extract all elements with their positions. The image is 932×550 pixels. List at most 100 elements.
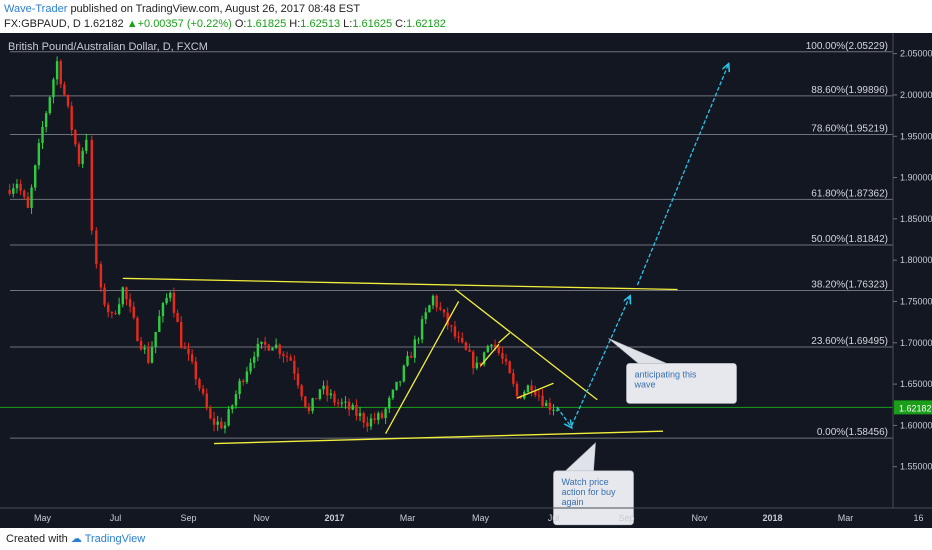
candle-body <box>340 402 343 404</box>
close-label: C: <box>395 18 407 30</box>
candle-body <box>150 347 154 363</box>
candle-body <box>132 306 135 318</box>
candle-body <box>165 297 168 304</box>
candle-body <box>183 347 187 349</box>
candle-body <box>205 393 208 409</box>
callout-text: action for buy <box>562 487 617 497</box>
candle-body <box>384 408 387 419</box>
trendline <box>385 301 460 434</box>
candle-body <box>209 408 212 419</box>
candle-body <box>41 126 44 144</box>
published-text: published on TradingView.com, August 26,… <box>70 3 361 15</box>
candle-body <box>158 316 161 332</box>
price-chart-svg[interactable]: 100.00%(2.05229) 88.60%(1.99896) 78.60%(1.… <box>0 33 932 528</box>
trendline <box>214 430 664 445</box>
candle-body <box>201 388 205 394</box>
candle-body <box>63 84 66 95</box>
trendline <box>516 382 554 399</box>
candle-body <box>77 144 81 164</box>
candle-body <box>220 421 223 429</box>
candle-body <box>103 287 106 305</box>
candle-body <box>504 358 508 362</box>
candle-body <box>234 394 238 406</box>
candle-body <box>475 362 479 369</box>
candle-body <box>468 349 471 352</box>
candle-body <box>121 287 124 305</box>
candle-body <box>194 361 197 380</box>
chart-area[interactable]: 100.00%(2.05229) 88.60%(1.99896) 78.60%(1.… <box>0 33 932 528</box>
low-value: 1.61625 <box>352 18 393 30</box>
candle-body <box>450 325 453 327</box>
price-tick-label: 2.00000 <box>900 90 932 100</box>
candle-body <box>420 319 424 340</box>
open-value: 1.61825 <box>246 18 287 30</box>
candle-body <box>355 405 358 416</box>
candle-body <box>110 311 114 314</box>
time-tick-label: May <box>34 513 52 523</box>
candle-body <box>555 409 559 411</box>
candle-body <box>358 413 362 416</box>
candle-body <box>329 393 333 396</box>
time-tick-label: Jul <box>110 513 122 523</box>
candle-body <box>369 418 373 427</box>
time-tick-label: 2018 <box>762 513 782 523</box>
candle-body <box>366 422 369 427</box>
candle-body <box>406 355 409 366</box>
created-with: Created with ☁ TradingView <box>6 532 145 545</box>
candles <box>8 56 559 434</box>
candle-body <box>380 413 384 419</box>
candle-body <box>90 139 93 231</box>
candle-body <box>336 402 340 404</box>
candle-body <box>161 303 165 317</box>
candle-body <box>12 188 15 194</box>
tradingview-brand[interactable]: TradingView <box>84 533 146 545</box>
candle-body <box>497 346 500 353</box>
time-tick-label: May <box>472 513 490 523</box>
trendline <box>122 277 678 291</box>
author-link[interactable]: Wave-Trader <box>4 3 68 15</box>
fib-level-label: 23.60%(1.69495) <box>811 336 888 347</box>
candle-body <box>347 401 351 410</box>
close-value: 1.62182 <box>406 18 446 30</box>
price-tick-label: 1.60000 <box>900 420 932 430</box>
candle-body <box>81 150 84 164</box>
candle-body <box>74 130 77 145</box>
time-tick-label: 16 <box>913 513 923 523</box>
created-with-label: Created with <box>6 533 68 545</box>
candle-body <box>508 361 511 374</box>
candle-body <box>453 326 457 337</box>
callout-text: anticipating this <box>635 369 698 379</box>
candle-body <box>154 331 157 348</box>
callout-text: again <box>562 497 584 507</box>
candle-body <box>242 380 245 383</box>
candle-body <box>318 389 322 399</box>
candle-body <box>70 106 73 131</box>
candle-body <box>417 339 420 341</box>
candle-body <box>37 143 41 166</box>
candle-body <box>99 264 103 288</box>
callout-box <box>553 470 634 526</box>
candle-body <box>395 381 398 390</box>
candle-body <box>278 344 281 355</box>
candle-body <box>351 405 354 410</box>
candle-body <box>304 396 307 407</box>
callout-text: Watch price <box>562 477 609 487</box>
candle-body <box>212 418 216 425</box>
candle-body <box>48 97 51 114</box>
open-label: O: <box>234 18 247 30</box>
callout-box <box>626 363 737 404</box>
candle-body <box>391 389 395 399</box>
symbol-interval: FX:GBPAUD, D <box>4 18 81 30</box>
time-tick-label: 2017 <box>324 513 344 523</box>
candle-body <box>227 409 230 426</box>
candle-body <box>307 406 311 412</box>
high-label: H: <box>289 18 301 30</box>
candle-body <box>267 344 270 351</box>
candle-body <box>435 295 438 308</box>
candle-body <box>282 354 285 357</box>
candle-body <box>117 304 121 314</box>
candle-body <box>482 352 486 365</box>
candle-body <box>180 322 183 348</box>
